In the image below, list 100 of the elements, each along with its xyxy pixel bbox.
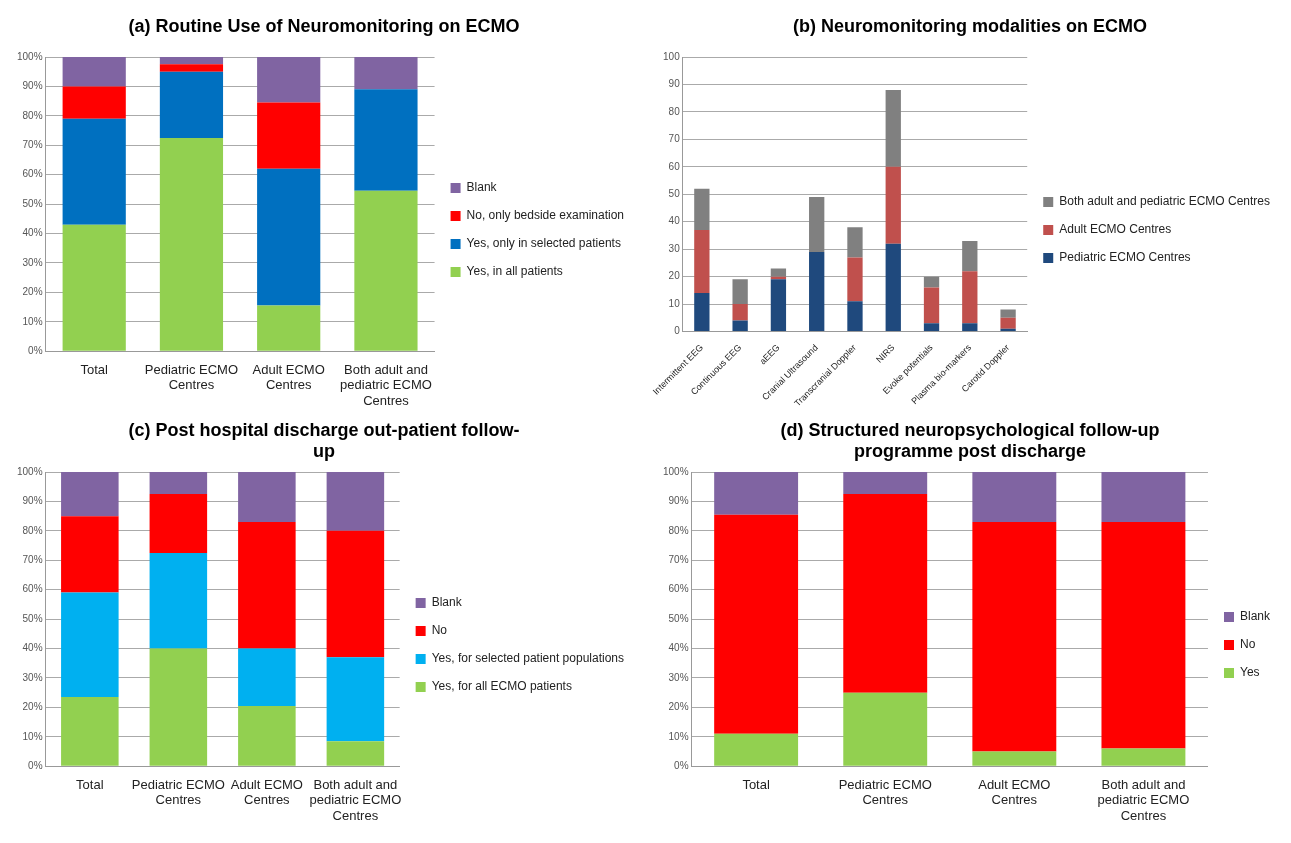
bar [694,188,710,230]
y-tick-label: 100% [17,50,43,62]
y-tick-label: 60 [668,160,681,172]
bar [326,530,385,658]
bar [159,64,224,72]
bar [885,89,901,167]
y-tick-label: 80% [22,524,43,536]
y-tick-label: 60% [22,583,43,595]
y-tick-label: 80% [668,524,689,536]
bar [714,472,799,515]
y-tick-label: 100% [663,465,689,477]
bar [714,733,799,766]
bar [1101,748,1186,766]
y-tick-label: 0% [674,759,689,771]
bar [61,697,119,766]
bar [923,287,940,324]
bar [923,323,940,332]
x-tick-label: Adult ECMO Centres [978,776,1051,808]
x-tick-label: Total [742,776,770,792]
y-tick-label: 10% [22,730,43,742]
legend-label: No [431,623,448,638]
y-tick-label: 70% [22,554,43,566]
bar [843,692,928,766]
bar [1000,317,1016,329]
bar [694,293,710,332]
y-tick-label: 10% [22,315,43,327]
y-tick-label: 0% [28,759,43,771]
y-tick-label: 90 [668,78,681,90]
bar [159,57,224,65]
bar [354,190,418,351]
bar [159,137,224,351]
bar [809,251,825,332]
y-tick-label: 70 [668,133,681,145]
bar [809,197,825,252]
y-tick-label: 20% [668,701,689,713]
y-tick-label: 40% [668,642,689,654]
bar [61,592,119,698]
y-tick-label: 20% [22,701,43,713]
chart-title: (b) Neuromonitoring modalities on ECMO [792,14,1148,38]
legend-label: Adult ECMO Centres [1059,222,1172,237]
bar [972,751,1057,766]
bar [847,227,863,258]
bar [1000,328,1016,332]
y-tick-label: 40% [22,227,43,239]
x-tick-label: Adult ECMO Centres [230,776,303,808]
legend-label: No [1239,637,1256,652]
bar [61,516,119,593]
chart-title: (a) Routine Use of Neuromonitoring on ECMO [127,14,521,38]
chart-title: (d) Structured neuropsychological follow-up programme post discharge [779,419,1161,463]
bar [238,522,296,649]
x-tick-label: Pediatric ECMO Centres [144,361,239,393]
y-tick-label: 80 [668,105,681,117]
x-tick-label: Total [76,776,104,792]
x-tick-label: Both adult and pediatric ECMO Centres [309,776,402,823]
x-tick-label: Both adult and pediatric ECMO Centres [340,361,432,408]
bar [326,657,385,742]
legend-label: Yes, in all patients [466,264,563,279]
legend-label: Blank [431,595,463,610]
bar [694,229,710,294]
bar [1101,472,1186,523]
y-tick-label: 0 [674,325,681,337]
x-tick-label: Adult ECMO Centres [252,361,325,393]
x-tick-label: Both adult and pediatric ECMO Centres [1097,776,1190,823]
y-tick-label: 50% [668,612,689,624]
legend-label: Pediatric ECMO Centres [1059,250,1191,265]
bar [972,472,1057,523]
chart-title: (c) Post hospital discharge out-patient follow-up [127,419,521,463]
legend-label: Both adult and pediatric ECMO Centres [1059,194,1271,209]
x-tick-label: Pediatric ECMO Centres [131,776,225,808]
bar [238,472,296,523]
y-tick-label: 90% [22,495,43,507]
bar [732,320,748,332]
bar [326,741,385,766]
bar [62,224,126,351]
y-tick-label: 40% [22,642,43,654]
y-tick-label: 50 [668,188,681,200]
bar [159,71,224,138]
bar [962,271,978,324]
bar [843,494,928,693]
bar [923,276,940,288]
bar [61,472,119,517]
bar [1101,522,1186,749]
bar [238,648,296,706]
y-tick-label: 30% [668,671,689,683]
bar [354,89,418,191]
bar [962,323,978,332]
y-tick-label: 20% [22,286,43,298]
bar [257,102,321,169]
bar [847,301,863,332]
bar [732,279,748,305]
y-tick-label: 90% [22,80,43,92]
y-tick-label: 70% [22,139,43,151]
legend-label: No, only bedside examination [466,208,625,223]
bar [149,472,208,495]
bar [238,705,296,766]
bar [257,57,321,103]
bar [732,304,748,321]
y-tick-label: 0% [28,344,43,356]
y-tick-label: 30% [22,671,43,683]
bar [885,243,901,332]
